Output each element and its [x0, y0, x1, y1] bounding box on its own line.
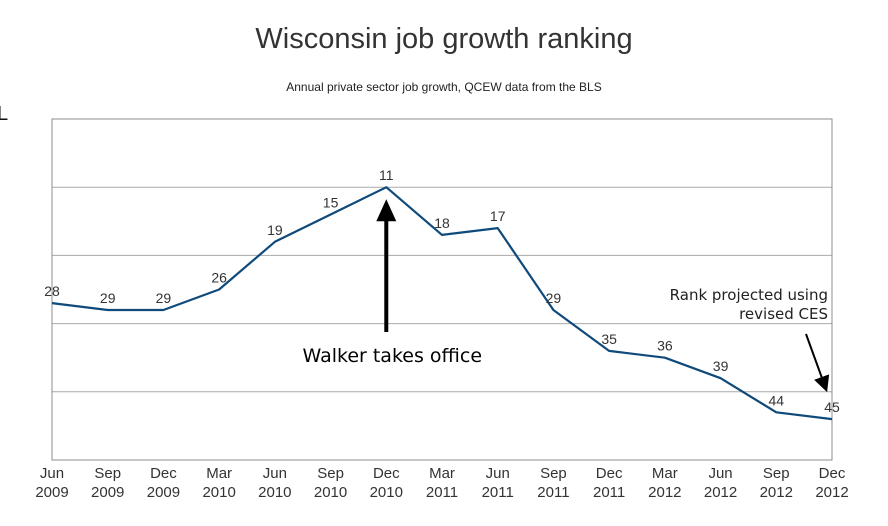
gridlines [52, 186, 832, 393]
data-label: 29 [546, 290, 562, 306]
x-tick-label: Jun 2011 [482, 465, 514, 501]
x-tick-label: Dec 2011 [593, 465, 625, 501]
walker-annotation-text: Walker takes office [303, 345, 483, 367]
x-tick-label: Mar 2011 [426, 465, 458, 501]
projection-annotation-text: Rank projected using revised CES [670, 286, 828, 323]
x-tick-label: Jun 2012 [704, 465, 737, 501]
x-tick-label: Sep 2010 [314, 465, 347, 501]
annotations: Walker takes office Rank projected using r… [303, 199, 830, 393]
x-tick-label: Mar 2010 [202, 465, 235, 501]
data-label: 19 [267, 222, 283, 238]
projection-arrow [805, 333, 830, 393]
data-label: 15 [323, 194, 339, 210]
series-rank [51, 186, 833, 421]
x-tick-label: Sep 2011 [537, 465, 569, 501]
series-line-rank [51, 186, 833, 421]
data-label: 11 [379, 167, 394, 183]
data-label: 29 [100, 290, 116, 306]
data-label: 36 [657, 338, 673, 354]
data-label: 29 [156, 290, 172, 306]
data-label: 44 [768, 392, 784, 408]
data-label: 17 [490, 208, 506, 224]
x-tick-label: Dec 2009 [147, 465, 180, 501]
x-axis-ticks: Jun 2009 Sep 2009 Dec 2009 Mar 2010 Jun 2010 Sep 20… [35, 465, 848, 501]
x-tick-label: Jun 2009 [35, 465, 68, 501]
chart-subtitle: Annual private sector job growth, QCEW d… [286, 80, 601, 94]
data-labels: 28 29 29 26 19 15 11 18 17 29 35 36 39 44 45 [44, 167, 840, 415]
x-tick-label: Sep 2012 [760, 465, 793, 501]
edge-glyph: L [0, 103, 8, 125]
x-tick-label: Sep 2009 [91, 465, 124, 501]
walker-arrow-head [376, 199, 397, 222]
x-tick-label: Dec 2012 [815, 465, 848, 501]
x-tick-label: Dec 2010 [370, 465, 403, 501]
data-label: 18 [434, 215, 450, 231]
data-label: 39 [713, 358, 729, 374]
data-label: 28 [44, 283, 60, 299]
data-label: 35 [601, 331, 617, 347]
data-label: 45 [824, 399, 840, 415]
chart-title: Wisconsin job growth ranking [255, 23, 632, 55]
plot-area-border [51, 118, 833, 461]
data-label: 26 [211, 270, 227, 286]
x-tick-label: Jun 2010 [258, 465, 291, 501]
x-tick-label: Mar 2012 [648, 465, 681, 501]
